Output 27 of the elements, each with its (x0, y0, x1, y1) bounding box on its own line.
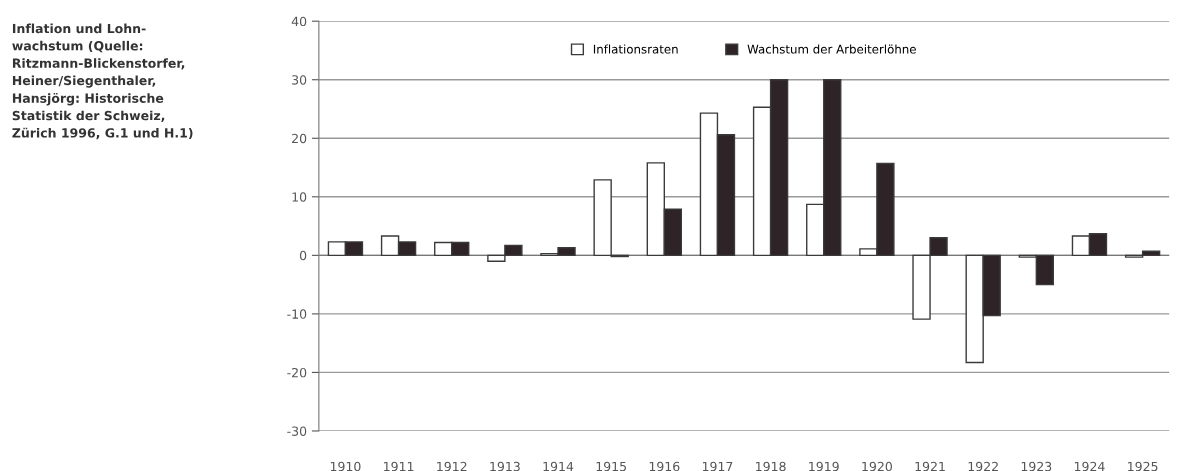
y-tick-label: 10 (292, 192, 307, 202)
x-tick-label: 1917 (702, 461, 733, 471)
y-tick-label: 40 (291, 16, 307, 27)
x-tick-label: 1922 (968, 461, 998, 471)
y-tick-label: 30 (292, 75, 307, 85)
x-tick-label: 1914 (543, 461, 574, 471)
y-tick-label: 20 (292, 133, 307, 144)
x-tick-label: 1923 (1021, 461, 1052, 471)
x-tick-label: 1921 (915, 461, 945, 471)
x-tick-label: 1912 (437, 461, 467, 471)
x-tick-label: 1916 (649, 461, 680, 471)
y-tick-label: -10 (287, 309, 307, 319)
text: Inflation und Lohn- wachstum (Quelle: Ritzmann-Blickenstorfer, Heiner/Siegenthaler, Hansjörg: Historische Statistik der Schweiz, Zürich 1996, G.1 und H.1) (12, 23, 193, 140)
legend-label: Wachstum der Arbeiterlöhne (747, 44, 916, 54)
y-tick-label: -30 (287, 426, 307, 436)
x-tick-label: 1924 (1074, 461, 1105, 471)
y-tick-label: -20 (287, 367, 307, 378)
x-tick-label: 1918 (756, 461, 786, 471)
x-tick-label: 1919 (809, 461, 839, 471)
x-tick-label: 1910 (330, 461, 361, 471)
legend-label: Inflationsraten (593, 44, 678, 54)
y-tick-label: 0 (299, 250, 307, 261)
x-tick-label: 1925 (1128, 461, 1158, 471)
x-tick-label: 1915 (596, 461, 626, 471)
x-tick-label: 1913 (490, 461, 520, 471)
x-tick-label: 1911 (384, 461, 414, 471)
x-tick-label: 1920 (862, 461, 892, 471)
